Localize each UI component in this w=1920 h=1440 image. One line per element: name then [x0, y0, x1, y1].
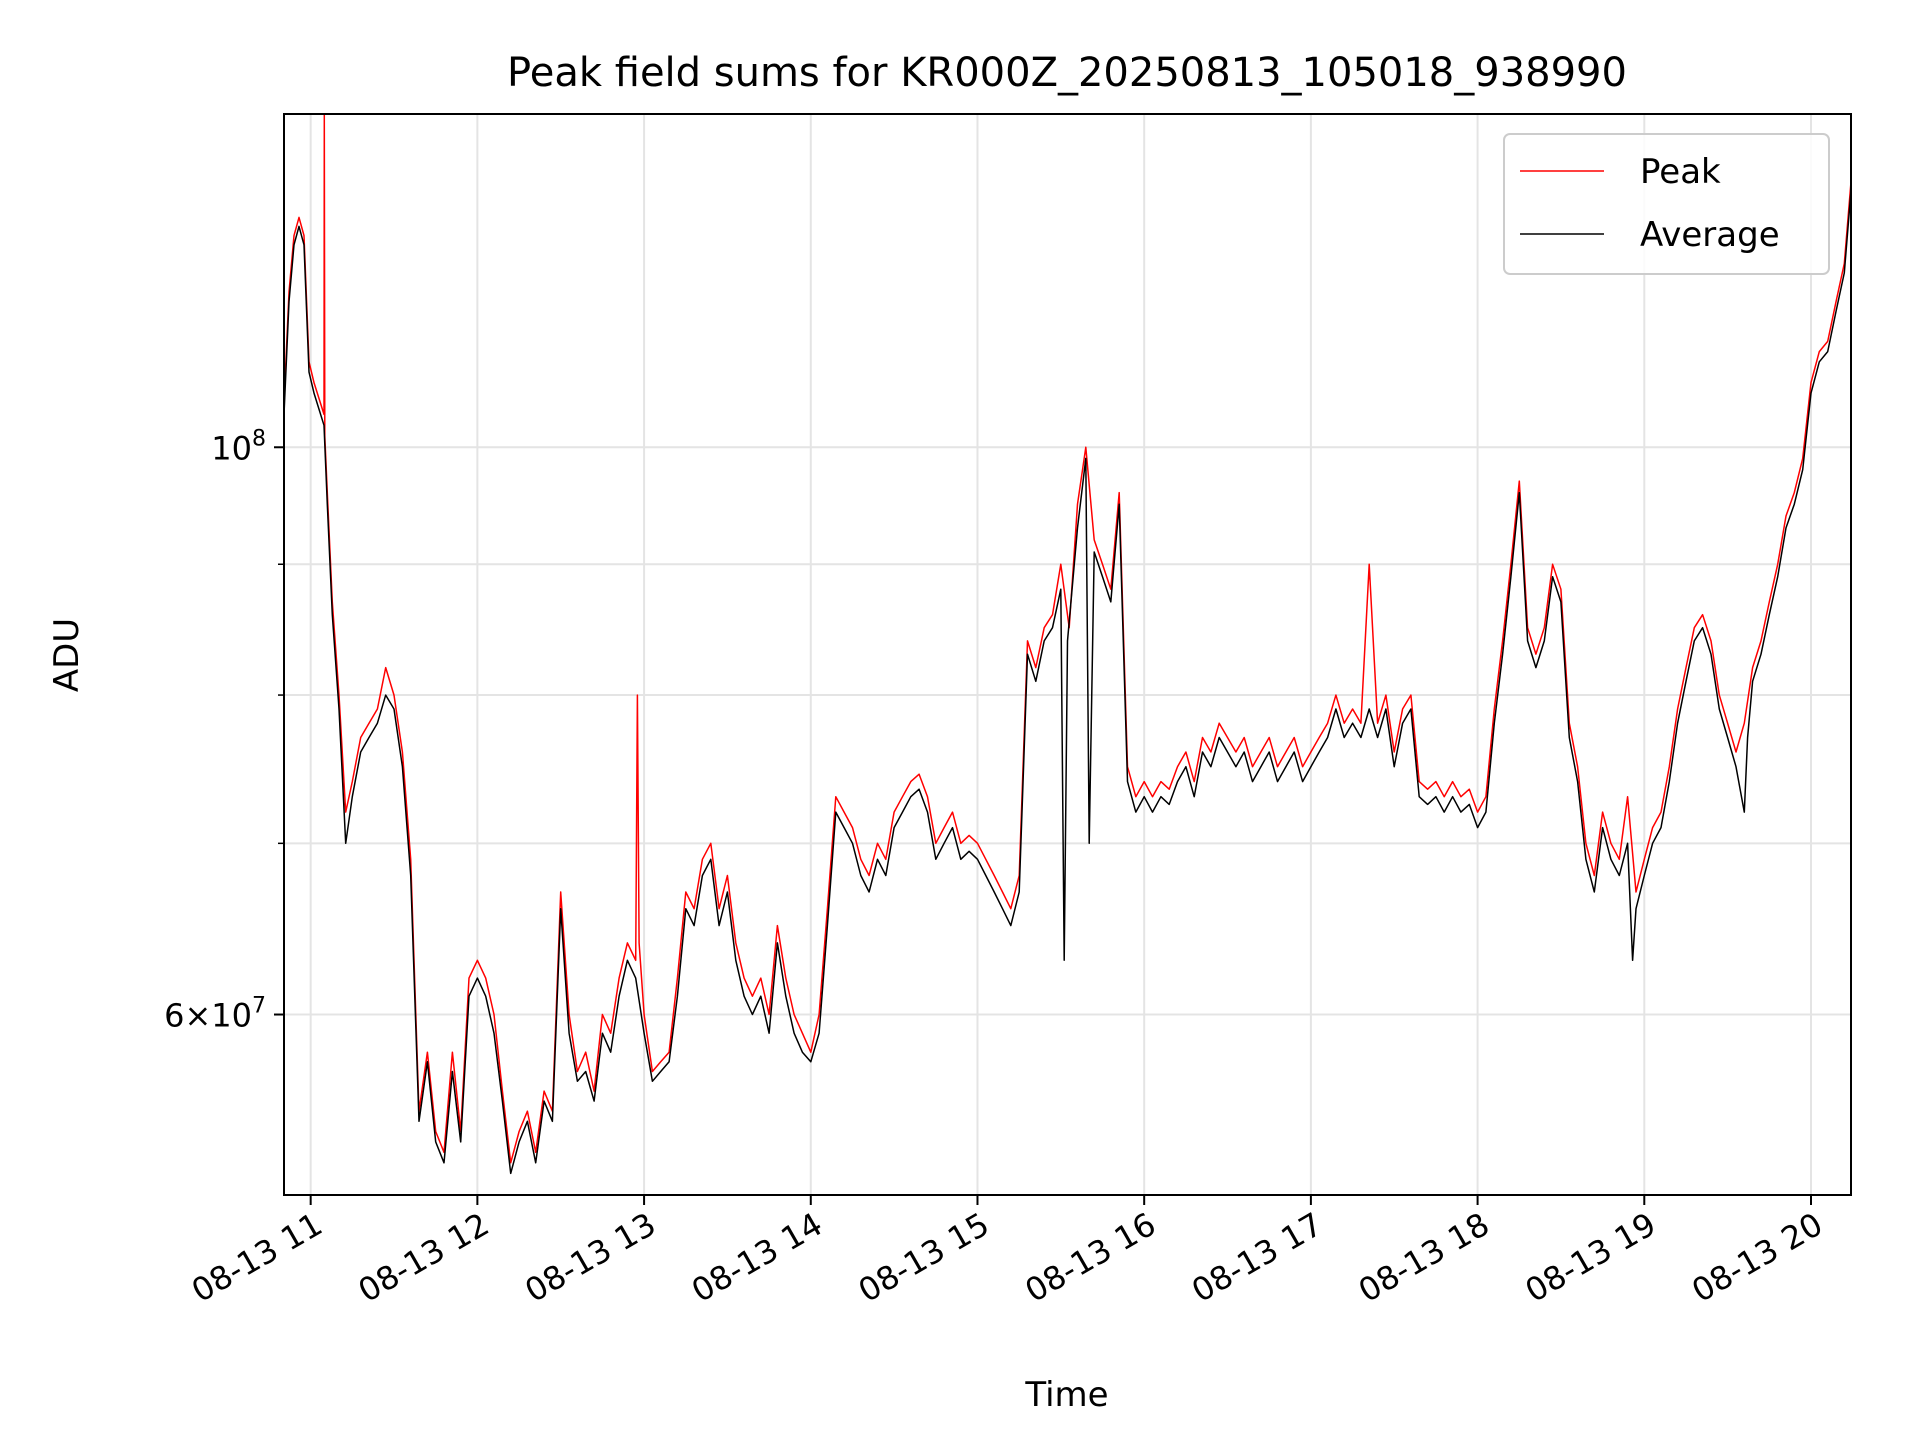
grid	[284, 114, 1851, 1195]
y-tick-label: 6×107	[164, 994, 266, 1035]
series-lines	[284, 114, 1851, 1175]
legend: Peak Average	[1503, 133, 1830, 275]
y-axis-title: ADU	[47, 618, 87, 692]
legend-box	[1503, 133, 1830, 275]
legend-label-average: Average	[1640, 215, 1780, 255]
plot-frame	[283, 113, 1852, 1196]
y-axis: 108 6×107	[164, 426, 284, 1035]
x-axis-title: Time	[1024, 1375, 1108, 1415]
legend-label-peak: Peak	[1640, 152, 1721, 192]
chart-title: Peak field sums for KR000Z_20250813_1050…	[507, 50, 1627, 96]
y-tick-label: 108	[211, 426, 266, 467]
series-line-average	[284, 190, 1851, 1175]
series-line-peak	[284, 114, 1851, 1164]
